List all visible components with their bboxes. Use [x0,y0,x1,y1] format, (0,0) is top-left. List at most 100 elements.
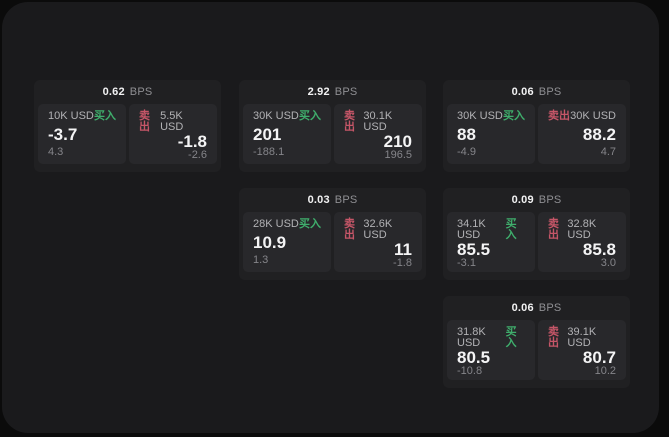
quote-card: 0.62 BPS 10K USD 买入 -3.7 4.3 卖出 5.5K USD [34,80,221,172]
sell-sub-value: 10.2 [594,365,616,377]
sell-side-label: 卖出 [344,110,355,133]
sell-top-row: 卖出 39.1K USD [548,327,616,349]
buy-panel[interactable]: 10K USD 买入 -3.7 4.3 [38,104,126,164]
sell-amount: 30.1K USD [363,110,393,133]
buy-panel[interactable]: 30K USD 买入 88 -4.9 [447,104,535,164]
sell-amount: 32.6K USD [363,218,393,241]
sell-top-row: 卖出 5.5K USD [139,111,207,133]
sell-amount: 5.5K USD [160,110,184,133]
buy-side-label: 买入 [505,218,517,241]
quote-card: 0.09 BPS 34.1K USD 买入 85.5 -3.1 卖出 32.8K… [443,188,630,280]
sell-side-label: 卖出 [344,218,355,241]
sell-sub-value: 3.0 [600,257,616,269]
card-body: 34.1K USD 买入 85.5 -3.1 卖出 32.8K USD 85.8… [443,212,630,272]
card-body: 10K USD 买入 -3.7 4.3 卖出 5.5K USD -1.8 -2.… [34,104,221,164]
card-body: 30K USD 买入 88 -4.9 卖出 30K USD 88.2 4.7 [443,104,630,164]
buy-top-row: 31.8K USD 买入 [457,327,525,349]
bps-value: 0.06 [511,302,534,314]
buy-side-label: 买入 [503,110,525,122]
sell-price: 11 [394,240,412,259]
bps-value: 0.62 [102,86,125,98]
sell-top-row: 卖出 32.6K USD [344,219,412,241]
sell-sub-value: 4.7 [600,146,616,158]
buy-price: 85.5 [457,240,491,259]
sell-side-label: 卖出 [548,218,559,241]
buy-sub-value: -188.1 [253,146,285,158]
buy-top-row: 10K USD 买入 [48,111,116,122]
sell-panel[interactable]: 卖出 5.5K USD -1.8 -2.6 [129,104,217,164]
buy-side-label: 买入 [299,218,321,230]
bps-unit-label: BPS [334,194,358,206]
sell-side-label: 卖出 [139,110,150,133]
card-header: 0.09 BPS [443,188,630,212]
sell-price: 88.2 [582,125,616,144]
sell-top-row: 卖出 32.8K USD [548,219,616,241]
buy-top-row: 28K USD 买入 [253,219,321,230]
buy-amount: 31.8K USD [457,326,486,349]
quote-card: 0.06 BPS 31.8K USD 买入 80.5 -10.8 卖出 39.1… [443,296,630,388]
sell-panel[interactable]: 卖出 39.1K USD 80.7 10.2 [538,320,626,380]
sell-price: 210 [383,132,412,151]
bps-unit-label: BPS [129,86,153,98]
bps-unit-label: BPS [538,86,562,98]
bps-unit-label: BPS [334,86,358,98]
card-header: 0.62 BPS [34,80,221,104]
sell-panel[interactable]: 卖出 30.1K USD 210 196.5 [334,104,422,164]
bps-unit-label: BPS [538,302,562,314]
quote-card: 0.06 BPS 30K USD 买入 88 -4.9 卖出 30K USD [443,80,630,172]
buy-side-label: 买入 [505,326,517,349]
buy-top-row: 34.1K USD 买入 [457,219,525,241]
sell-price: 80.7 [582,348,616,367]
buy-price: -3.7 [48,125,78,144]
sell-price: 85.8 [582,240,616,259]
quotes-panel: 0.62 BPS 10K USD 买入 -3.7 4.3 卖出 5.5K USD [2,2,659,433]
buy-amount: 10K USD [48,110,94,122]
buy-price: 80.5 [457,348,491,367]
buy-sub-value: -3.1 [457,257,476,269]
card-body: 31.8K USD 买入 80.5 -10.8 卖出 39.1K USD 80.… [443,320,630,380]
quote-card: 0.03 BPS 28K USD 买入 10.9 1.3 卖出 32.6K US… [239,188,426,280]
sell-amount: 30K USD [570,110,616,122]
buy-sub-value: 4.3 [48,146,64,158]
buy-price: 10.9 [253,233,287,252]
buy-top-row: 30K USD 买入 [457,111,525,122]
sell-side-label: 卖出 [548,110,570,122]
sell-sub-value: 196.5 [384,149,412,161]
buy-sub-value: 1.3 [253,254,269,266]
buy-amount: 28K USD [253,218,299,230]
buy-sub-value: -4.9 [457,146,476,158]
sell-sub-value: -1.8 [393,257,412,269]
sell-panel[interactable]: 卖出 32.6K USD 11 -1.8 [334,212,422,272]
bps-value: 2.92 [307,86,330,98]
card-body: 30K USD 买入 201 -188.1 卖出 30.1K USD 210 1… [239,104,426,164]
card-header: 0.06 BPS [443,296,630,320]
bps-value: 0.06 [511,86,534,98]
sell-amount: 39.1K USD [567,326,597,349]
sell-top-row: 卖出 30.1K USD [344,111,412,133]
bps-value: 0.09 [511,194,534,206]
sell-side-label: 卖出 [548,326,559,349]
card-body: 28K USD 买入 10.9 1.3 卖出 32.6K USD 11 -1.8 [239,212,426,272]
sell-panel[interactable]: 卖出 32.8K USD 85.8 3.0 [538,212,626,272]
buy-panel[interactable]: 28K USD 买入 10.9 1.3 [243,212,331,272]
bps-unit-label: BPS [538,194,562,206]
sell-sub-value: -2.6 [188,149,207,161]
buy-panel[interactable]: 30K USD 买入 201 -188.1 [243,104,331,164]
buy-amount: 34.1K USD [457,218,486,241]
buy-top-row: 30K USD 买入 [253,111,321,122]
sell-price: -1.8 [177,132,207,151]
card-header: 0.06 BPS [443,80,630,104]
buy-sub-value: -10.8 [457,365,483,377]
buy-panel[interactable]: 34.1K USD 买入 85.5 -3.1 [447,212,535,272]
buy-price: 201 [253,125,282,144]
buy-amount: 30K USD [253,110,299,122]
sell-amount: 32.8K USD [567,218,597,241]
card-header: 2.92 BPS [239,80,426,104]
quote-card: 2.92 BPS 30K USD 买入 201 -188.1 卖出 30.1K … [239,80,426,172]
buy-panel[interactable]: 31.8K USD 买入 80.5 -10.8 [447,320,535,380]
sell-panel[interactable]: 卖出 30K USD 88.2 4.7 [538,104,626,164]
buy-price: 88 [457,125,476,144]
buy-side-label: 买入 [94,110,116,122]
buy-side-label: 买入 [299,110,321,122]
